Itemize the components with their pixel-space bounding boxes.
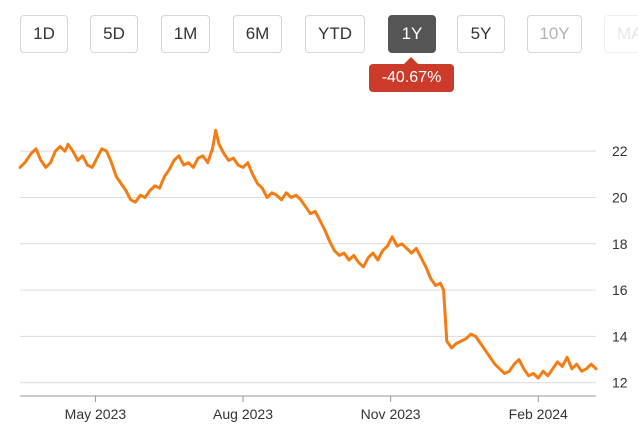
y-tick-label: 12 xyxy=(612,375,628,391)
y-tick-label: 22 xyxy=(612,143,628,159)
range-button-ytd[interactable]: YTD xyxy=(305,15,365,53)
x-tick-label: May 2023 xyxy=(65,406,127,422)
x-tick-label: Aug 2023 xyxy=(213,406,273,422)
range-button-5y[interactable]: 5Y xyxy=(457,15,505,53)
time-range-selector: 1D 5D 1M 6M YTD 1Y 5Y 10Y MAX xyxy=(0,0,638,60)
y-tick-label: 18 xyxy=(612,236,628,252)
grid-lines xyxy=(20,150,596,384)
range-button-1y[interactable]: 1Y xyxy=(388,15,436,53)
range-button-6m[interactable]: 6M xyxy=(233,15,282,53)
change-badge-caret xyxy=(404,57,418,64)
y-tick-label: 14 xyxy=(612,328,628,344)
x-tick-label: Nov 2023 xyxy=(361,406,421,422)
range-button-5d[interactable]: 5D xyxy=(90,15,138,53)
range-button-1d[interactable]: 1D xyxy=(20,15,68,53)
y-axis: 12 14 16 18 20 22 xyxy=(612,143,628,391)
y-tick-label: 20 xyxy=(612,189,628,205)
series-line-0 xyxy=(18,128,598,380)
series-layer xyxy=(18,128,598,380)
range-button-10y: 10Y xyxy=(527,15,582,53)
range-button-max[interactable]: MAX xyxy=(604,15,638,53)
x-axis-labels: May 2023 Aug 2023 Nov 2023 Feb 2024 xyxy=(65,396,568,422)
range-button-1m[interactable]: 1M xyxy=(161,15,210,53)
change-badge: -40.67% xyxy=(369,64,454,92)
x-tick-label: Feb 2024 xyxy=(509,406,568,422)
y-tick-label: 16 xyxy=(612,282,628,298)
